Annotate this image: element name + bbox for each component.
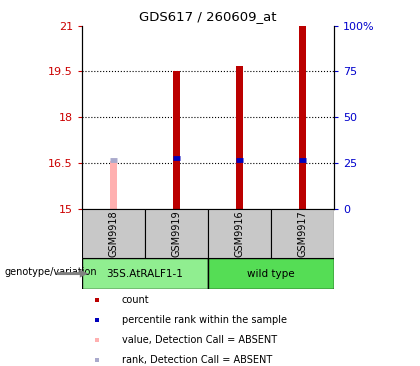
- Text: 35S.AtRALF1-1: 35S.AtRALF1-1: [106, 269, 184, 279]
- Bar: [82, 258, 208, 289]
- Text: GSM9917: GSM9917: [297, 210, 307, 257]
- Text: GSM9919: GSM9919: [171, 210, 181, 257]
- Bar: [271, 209, 334, 258]
- Text: value, Detection Call = ABSENT: value, Detection Call = ABSENT: [122, 335, 277, 345]
- Text: rank, Detection Call = ABSENT: rank, Detection Call = ABSENT: [122, 355, 272, 365]
- Bar: [236, 66, 243, 209]
- Bar: [208, 258, 334, 289]
- Bar: [110, 161, 117, 209]
- Text: count: count: [122, 295, 150, 305]
- Text: wild type: wild type: [247, 269, 295, 279]
- Bar: [173, 71, 180, 209]
- Bar: [299, 26, 306, 209]
- Bar: [82, 209, 145, 258]
- Text: GSM9916: GSM9916: [234, 210, 244, 257]
- Bar: [145, 209, 208, 258]
- Text: percentile rank within the sample: percentile rank within the sample: [122, 315, 287, 325]
- Title: GDS617 / 260609_at: GDS617 / 260609_at: [139, 10, 277, 23]
- Bar: [208, 209, 271, 258]
- Text: GSM9918: GSM9918: [108, 210, 118, 257]
- Text: genotype/variation: genotype/variation: [4, 267, 97, 277]
